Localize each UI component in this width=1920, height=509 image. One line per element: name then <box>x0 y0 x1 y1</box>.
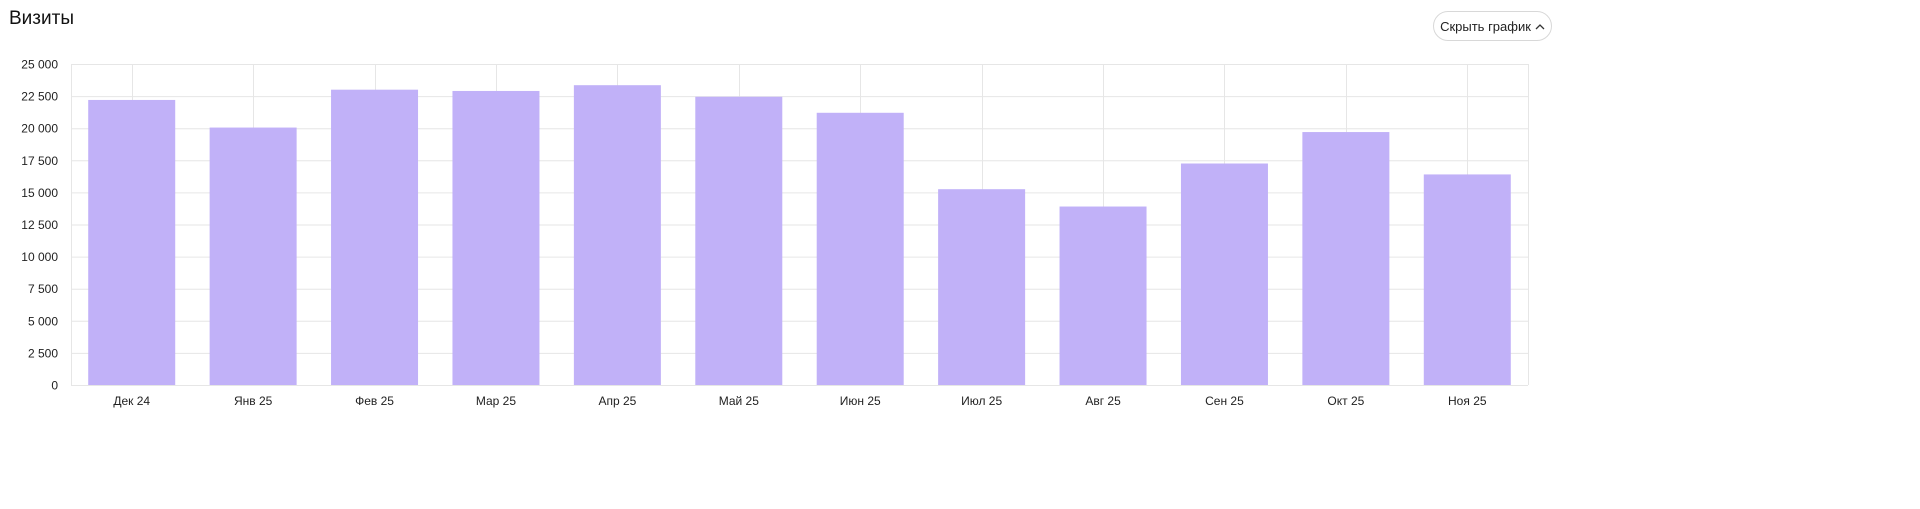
y-tick-label: 15 000 <box>21 186 58 200</box>
x-tick-label: Янв 25 <box>234 394 273 408</box>
bar <box>1180 163 1268 385</box>
x-tick-label: Сен 25 <box>1205 394 1244 408</box>
chevron-up-icon <box>1535 23 1545 29</box>
bar <box>88 99 176 386</box>
hide-chart-button[interactable]: Скрыть график <box>1433 11 1552 41</box>
y-tick-label: 25 000 <box>21 58 58 72</box>
bar <box>1423 174 1511 385</box>
y-tick-label: 22 500 <box>21 90 58 104</box>
bar <box>695 96 783 385</box>
bar <box>1059 206 1147 385</box>
y-tick-label: 0 <box>51 379 58 393</box>
x-tick-label: Апр 25 <box>598 394 636 408</box>
y-tick-label: 17 500 <box>21 154 58 168</box>
bar <box>331 89 419 386</box>
x-tick-label: Окт 25 <box>1327 394 1364 408</box>
y-tick-label: 2 500 <box>28 346 58 360</box>
x-tick-label: Июн 25 <box>840 394 881 408</box>
x-tick-label: Дек 24 <box>113 394 150 408</box>
page-title: Визиты <box>9 8 74 29</box>
bar <box>938 189 1026 385</box>
bar <box>816 112 904 386</box>
y-tick-label: 5 000 <box>28 314 58 328</box>
hide-chart-label: Скрыть график <box>1440 18 1531 34</box>
bar <box>209 127 297 386</box>
bar <box>452 90 540 386</box>
y-tick-label: 20 000 <box>21 122 58 136</box>
bar <box>573 85 661 385</box>
y-tick-label: 10 000 <box>21 250 58 264</box>
y-tick-label: 7 500 <box>28 282 58 296</box>
bar <box>1302 132 1390 385</box>
x-tick-label: Авг 25 <box>1085 394 1121 408</box>
x-tick-label: Фев 25 <box>355 394 394 408</box>
x-tick-label: Июл 25 <box>961 394 1002 408</box>
x-tick-label: Мар 25 <box>476 394 516 408</box>
x-tick-label: Ноя 25 <box>1448 394 1487 408</box>
x-tick-label: Май 25 <box>719 394 760 408</box>
y-tick-label: 12 500 <box>21 218 58 232</box>
